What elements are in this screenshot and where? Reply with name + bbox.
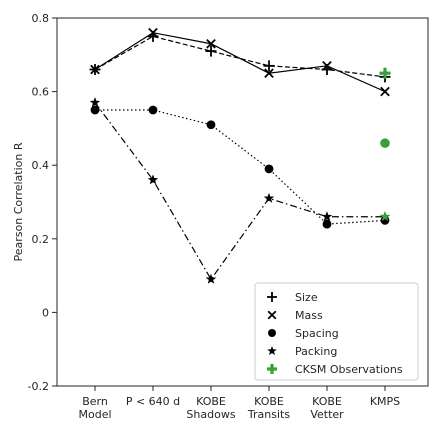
data-point <box>264 68 274 79</box>
series-layer <box>89 27 391 284</box>
x-tick-label: Bern <box>82 395 108 408</box>
data-point <box>90 105 100 115</box>
legend-marker <box>267 292 277 302</box>
legend-item: Packing <box>267 345 337 358</box>
x-tick-label: Shadows <box>186 408 235 421</box>
series-mass <box>90 27 390 97</box>
legend-marker <box>267 310 277 320</box>
data-point <box>148 27 158 38</box>
observations-layer <box>379 67 391 222</box>
series-line <box>94 32 386 93</box>
series-line <box>94 102 385 281</box>
series-spacing <box>90 105 390 229</box>
data-point <box>90 64 100 75</box>
legend-label: Packing <box>295 345 337 358</box>
y-axis: -0.2 0 0.2 0.4 0.6 0.8 <box>28 12 57 393</box>
legend-label: Size <box>295 291 318 304</box>
x-tick-label: KOBE <box>312 395 342 408</box>
data-point <box>205 45 217 57</box>
data-point <box>206 120 216 130</box>
legend-item: Size <box>267 291 318 304</box>
y-axis-title: Pearson Correlation R <box>12 142 25 261</box>
data-point <box>264 164 274 174</box>
data-point <box>263 192 275 203</box>
observation-point <box>379 67 391 79</box>
data-point <box>147 174 159 185</box>
x-tick-label: Transits <box>247 408 290 421</box>
x-tick-label: KOBE <box>196 395 226 408</box>
y-tick-label: 0 <box>42 306 49 319</box>
legend-item: Spacing <box>268 327 339 340</box>
observation-point <box>379 211 391 222</box>
y-tick-label: 0.2 <box>32 233 50 246</box>
data-point <box>206 38 216 49</box>
legend-label: Spacing <box>295 327 339 340</box>
series-line <box>95 109 386 225</box>
x-tick-label: Model <box>78 408 111 421</box>
data-point <box>322 219 332 229</box>
legend-marker <box>267 346 277 356</box>
data-point <box>263 60 275 72</box>
data-point <box>321 211 333 222</box>
y-tick-label: -0.2 <box>28 380 49 393</box>
y-tick-label: 0.6 <box>32 86 50 99</box>
legend-item: Mass <box>267 309 323 322</box>
data-point <box>89 97 101 108</box>
observation-point <box>380 138 390 148</box>
y-tick-label: 0.4 <box>32 159 50 172</box>
legend-label: Mass <box>295 309 323 322</box>
x-tick-label: KOBE <box>254 395 284 408</box>
x-tick-label: P < 640 d <box>126 395 180 408</box>
x-tick-label: Vetter <box>310 408 344 421</box>
x-tick-label: KMPS <box>370 395 400 408</box>
legend-label: CKSM Observations <box>295 363 403 376</box>
data-point <box>380 86 390 97</box>
legend: Size Mass Spacing Packing CKSM Observations <box>254 282 419 381</box>
data-point <box>322 61 332 71</box>
data-point <box>148 105 158 115</box>
y-tick-label: 0.8 <box>32 12 50 25</box>
legend-marker <box>268 329 276 337</box>
legend-box <box>254 282 419 381</box>
legend-marker <box>267 364 277 374</box>
legend-item: CKSM Observations <box>267 363 403 376</box>
series-line <box>94 35 386 78</box>
data-point <box>205 273 217 284</box>
